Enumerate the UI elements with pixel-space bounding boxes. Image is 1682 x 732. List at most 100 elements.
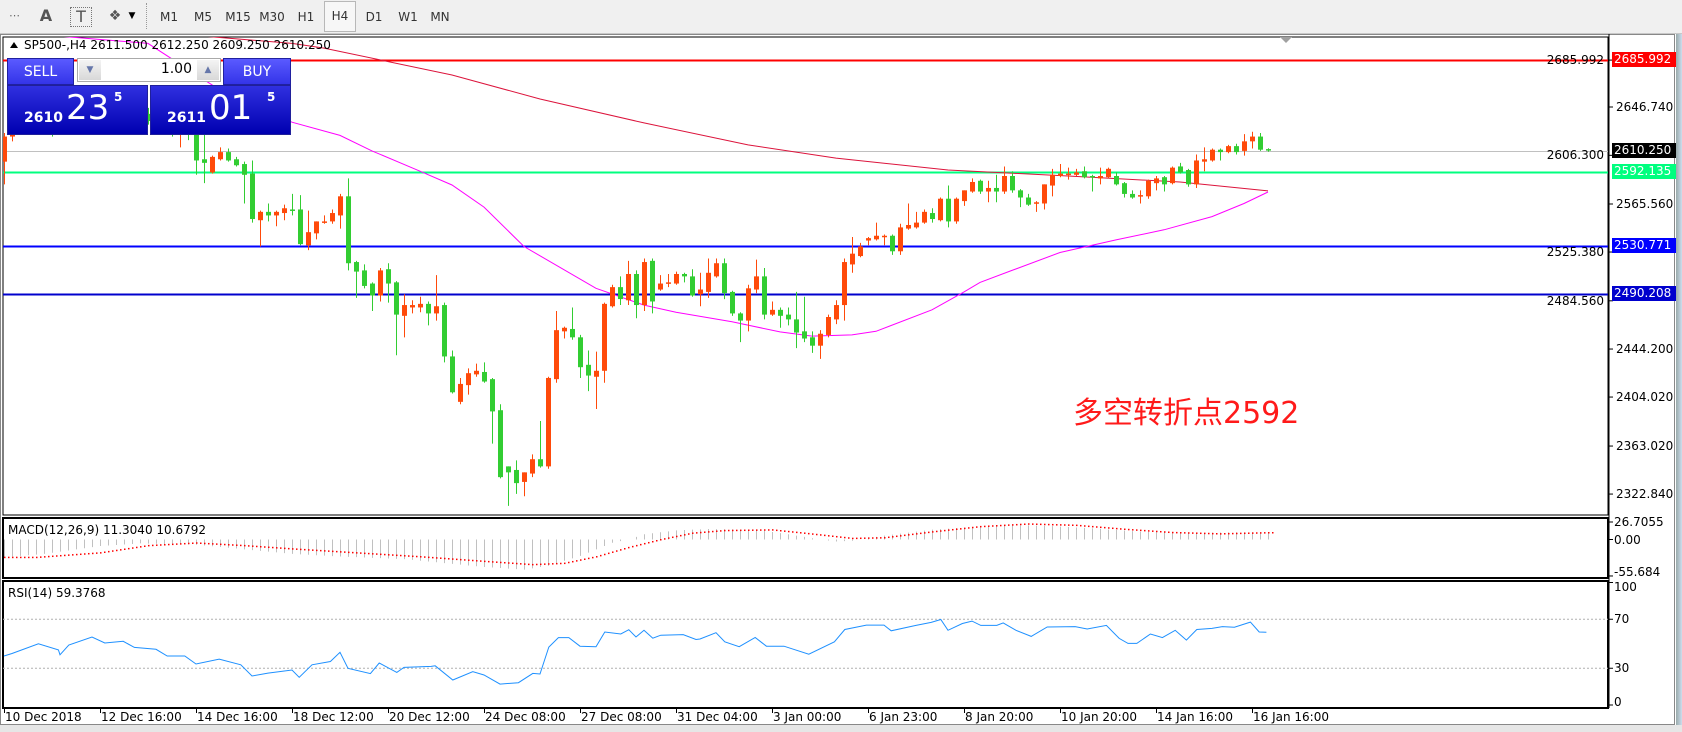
text-A-icon[interactable]: A [39,6,53,25]
rsi-tick-label: 70 [1614,612,1630,627]
macd-signal-dot [476,560,478,562]
macd-signal-dot [456,558,458,561]
sell-button[interactable]: SELL [7,58,74,85]
macd-signal-dot [104,551,106,553]
candle [946,185,951,228]
rsi-tick-label: 30 [1614,661,1630,676]
timeframe-w1[interactable]: W1 [398,10,418,24]
macd-signal-dot [1076,524,1078,527]
macd-signal-dot [132,547,134,549]
lot-size-input[interactable]: ▼ 1.00 ▲ [77,58,221,82]
candle [1106,167,1111,179]
macd-signal-dot [760,529,762,531]
candle [842,258,847,321]
macd-signal-dot [1248,532,1250,534]
candle-body [338,196,343,216]
price-level-tag: 2610.250 [1612,142,1676,158]
macd-signal-dot [584,558,586,560]
macd-signal-dot [840,536,842,538]
timeframe-m30[interactable]: M30 [259,10,285,24]
macd-signal-dot [52,555,54,558]
macd-signal-dot [500,561,502,564]
macd-signal-dot [1092,525,1094,528]
timeframe-m15[interactable]: M15 [225,10,251,24]
candle-body [674,273,679,284]
candle [890,234,895,255]
chart-window[interactable] [0,34,1675,725]
macd-signal-dot [1168,531,1170,534]
candle [882,234,887,246]
sell-price-tile[interactable]: 2610 23 5 [7,85,148,135]
macd-signal-dot [92,552,94,555]
macd-signal-dot [540,563,542,566]
candle [554,311,559,383]
candle [610,284,615,308]
candle [706,258,711,298]
candle-body [594,370,599,377]
toolbar-separator [146,3,149,29]
candle [538,420,543,468]
macd-signal-dot [284,547,286,550]
candle [922,209,927,224]
candle [682,272,687,283]
timeframe-h1[interactable]: H1 [297,10,315,24]
timeframe-d1[interactable]: D1 [365,10,383,24]
time-tick-label: 14 Jan 16:00 [1157,710,1233,724]
macd-signal-dot [1240,532,1242,535]
macd-signal-dot [1140,529,1142,532]
macd-signal-dot [1264,532,1266,534]
candle [690,269,695,297]
macd-signal-dot [1028,523,1030,525]
macd-signal-dot [724,529,726,532]
lot-increase-icon[interactable]: ▲ [197,60,219,80]
macd-signal-dot [172,543,174,546]
timeframe-m1[interactable]: M1 [160,10,178,24]
candle [874,222,879,241]
sell-price-prefix: 2610 [24,110,63,126]
collapse-triangle-icon[interactable] [10,42,18,48]
candle-body [1266,149,1271,151]
price-level-tag: 2530.771 [1612,237,1676,253]
lot-value[interactable]: 1.00 [160,61,192,77]
lot-decrease-icon[interactable]: ▼ [79,60,101,80]
chevron-down-icon[interactable]: ▼ [128,11,136,21]
macd-signal-dot [576,560,578,562]
macd-signal-dot [36,556,38,559]
macd-signal-dot [1160,530,1162,533]
macd-signal-dot [1244,532,1246,535]
macd-signal-dot [800,532,802,534]
timeframe-mn[interactable]: MN [430,10,450,24]
macd-signal-dot [1200,532,1202,535]
grid-font-icon[interactable]: ⋯ [9,9,20,22]
candle [1202,147,1207,172]
candle-body [1122,183,1127,194]
macd-signal-dot [344,551,346,553]
buy-button[interactable]: BUY [223,58,291,85]
macd-signal-dot [1220,533,1222,535]
macd-signal-dot [520,563,522,565]
chart-annotation-text[interactable]: 多空转折点2592 [1073,396,1300,431]
candle-body [290,209,295,211]
candle-body [634,273,639,306]
candle-body [282,208,287,214]
buy-price-tile[interactable]: 2611 01 5 [150,85,291,135]
timeframe-h4[interactable]: H4 [324,1,356,32]
shapes-icon[interactable]: ❖ [108,8,122,24]
candle-body [730,291,735,314]
rsi-panel-frame [2,580,1609,709]
macd-signal-dot [12,556,14,559]
candle-body [874,235,879,240]
timeframe-m5[interactable]: M5 [194,10,212,24]
macd-signal-dot [1156,530,1158,533]
macd-signal-dot [360,552,362,554]
macd-signal-dot [496,561,498,563]
macd-signal-dot [148,544,150,547]
macd-signal-dot [264,546,266,548]
candle [978,179,983,194]
macd-signal-dot [420,556,422,558]
candle-body [1130,193,1135,198]
text-T-icon[interactable]: T [70,7,92,27]
time-tick-label: 6 Jan 23:00 [869,710,938,724]
candle [218,147,223,161]
